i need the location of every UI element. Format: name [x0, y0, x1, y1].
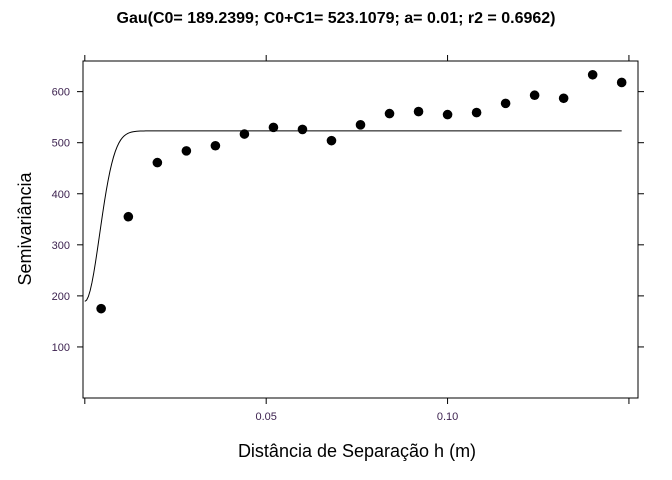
data-point — [529, 90, 540, 101]
data-point — [239, 129, 250, 139]
x-tick-label: 0.05 — [255, 411, 276, 423]
x-tick-label: 0.10 — [437, 411, 458, 423]
data-point — [355, 120, 366, 130]
data-point — [326, 135, 337, 146]
chart-title: Gau(C0= 189.2399; C0+C1= 523.1079; a= 0.… — [117, 10, 556, 27]
x-axis-label: Distância de Separação h (m) — [238, 441, 476, 461]
data-point — [210, 140, 221, 151]
data-point — [587, 69, 598, 80]
plot-frame — [82, 60, 639, 399]
axis-tick-labels: 0.05 0.10 100 200 300 400 500 600 — [52, 87, 459, 423]
data-point — [616, 77, 627, 88]
y-tick-label: 300 — [52, 240, 70, 252]
data-point — [442, 109, 453, 120]
data-point — [96, 303, 106, 314]
data-point — [500, 98, 511, 109]
data-point — [558, 93, 569, 104]
y-tick-label: 500 — [52, 138, 70, 150]
model-curve — [84, 130, 622, 302]
y-axis-label: Semivariância — [15, 171, 35, 285]
y-tick-label: 200 — [52, 291, 70, 303]
data-point — [384, 108, 395, 119]
data-point — [181, 146, 192, 156]
axis-ticks — [77, 55, 644, 404]
y-tick-label: 100 — [52, 342, 70, 354]
data-point — [471, 107, 482, 118]
data-points — [96, 69, 627, 314]
data-point — [123, 211, 134, 222]
data-point — [413, 106, 424, 117]
data-point — [297, 124, 308, 135]
y-tick-label: 400 — [52, 189, 70, 201]
data-point — [152, 157, 163, 168]
data-point — [268, 122, 279, 133]
y-tick-label: 600 — [52, 87, 70, 99]
